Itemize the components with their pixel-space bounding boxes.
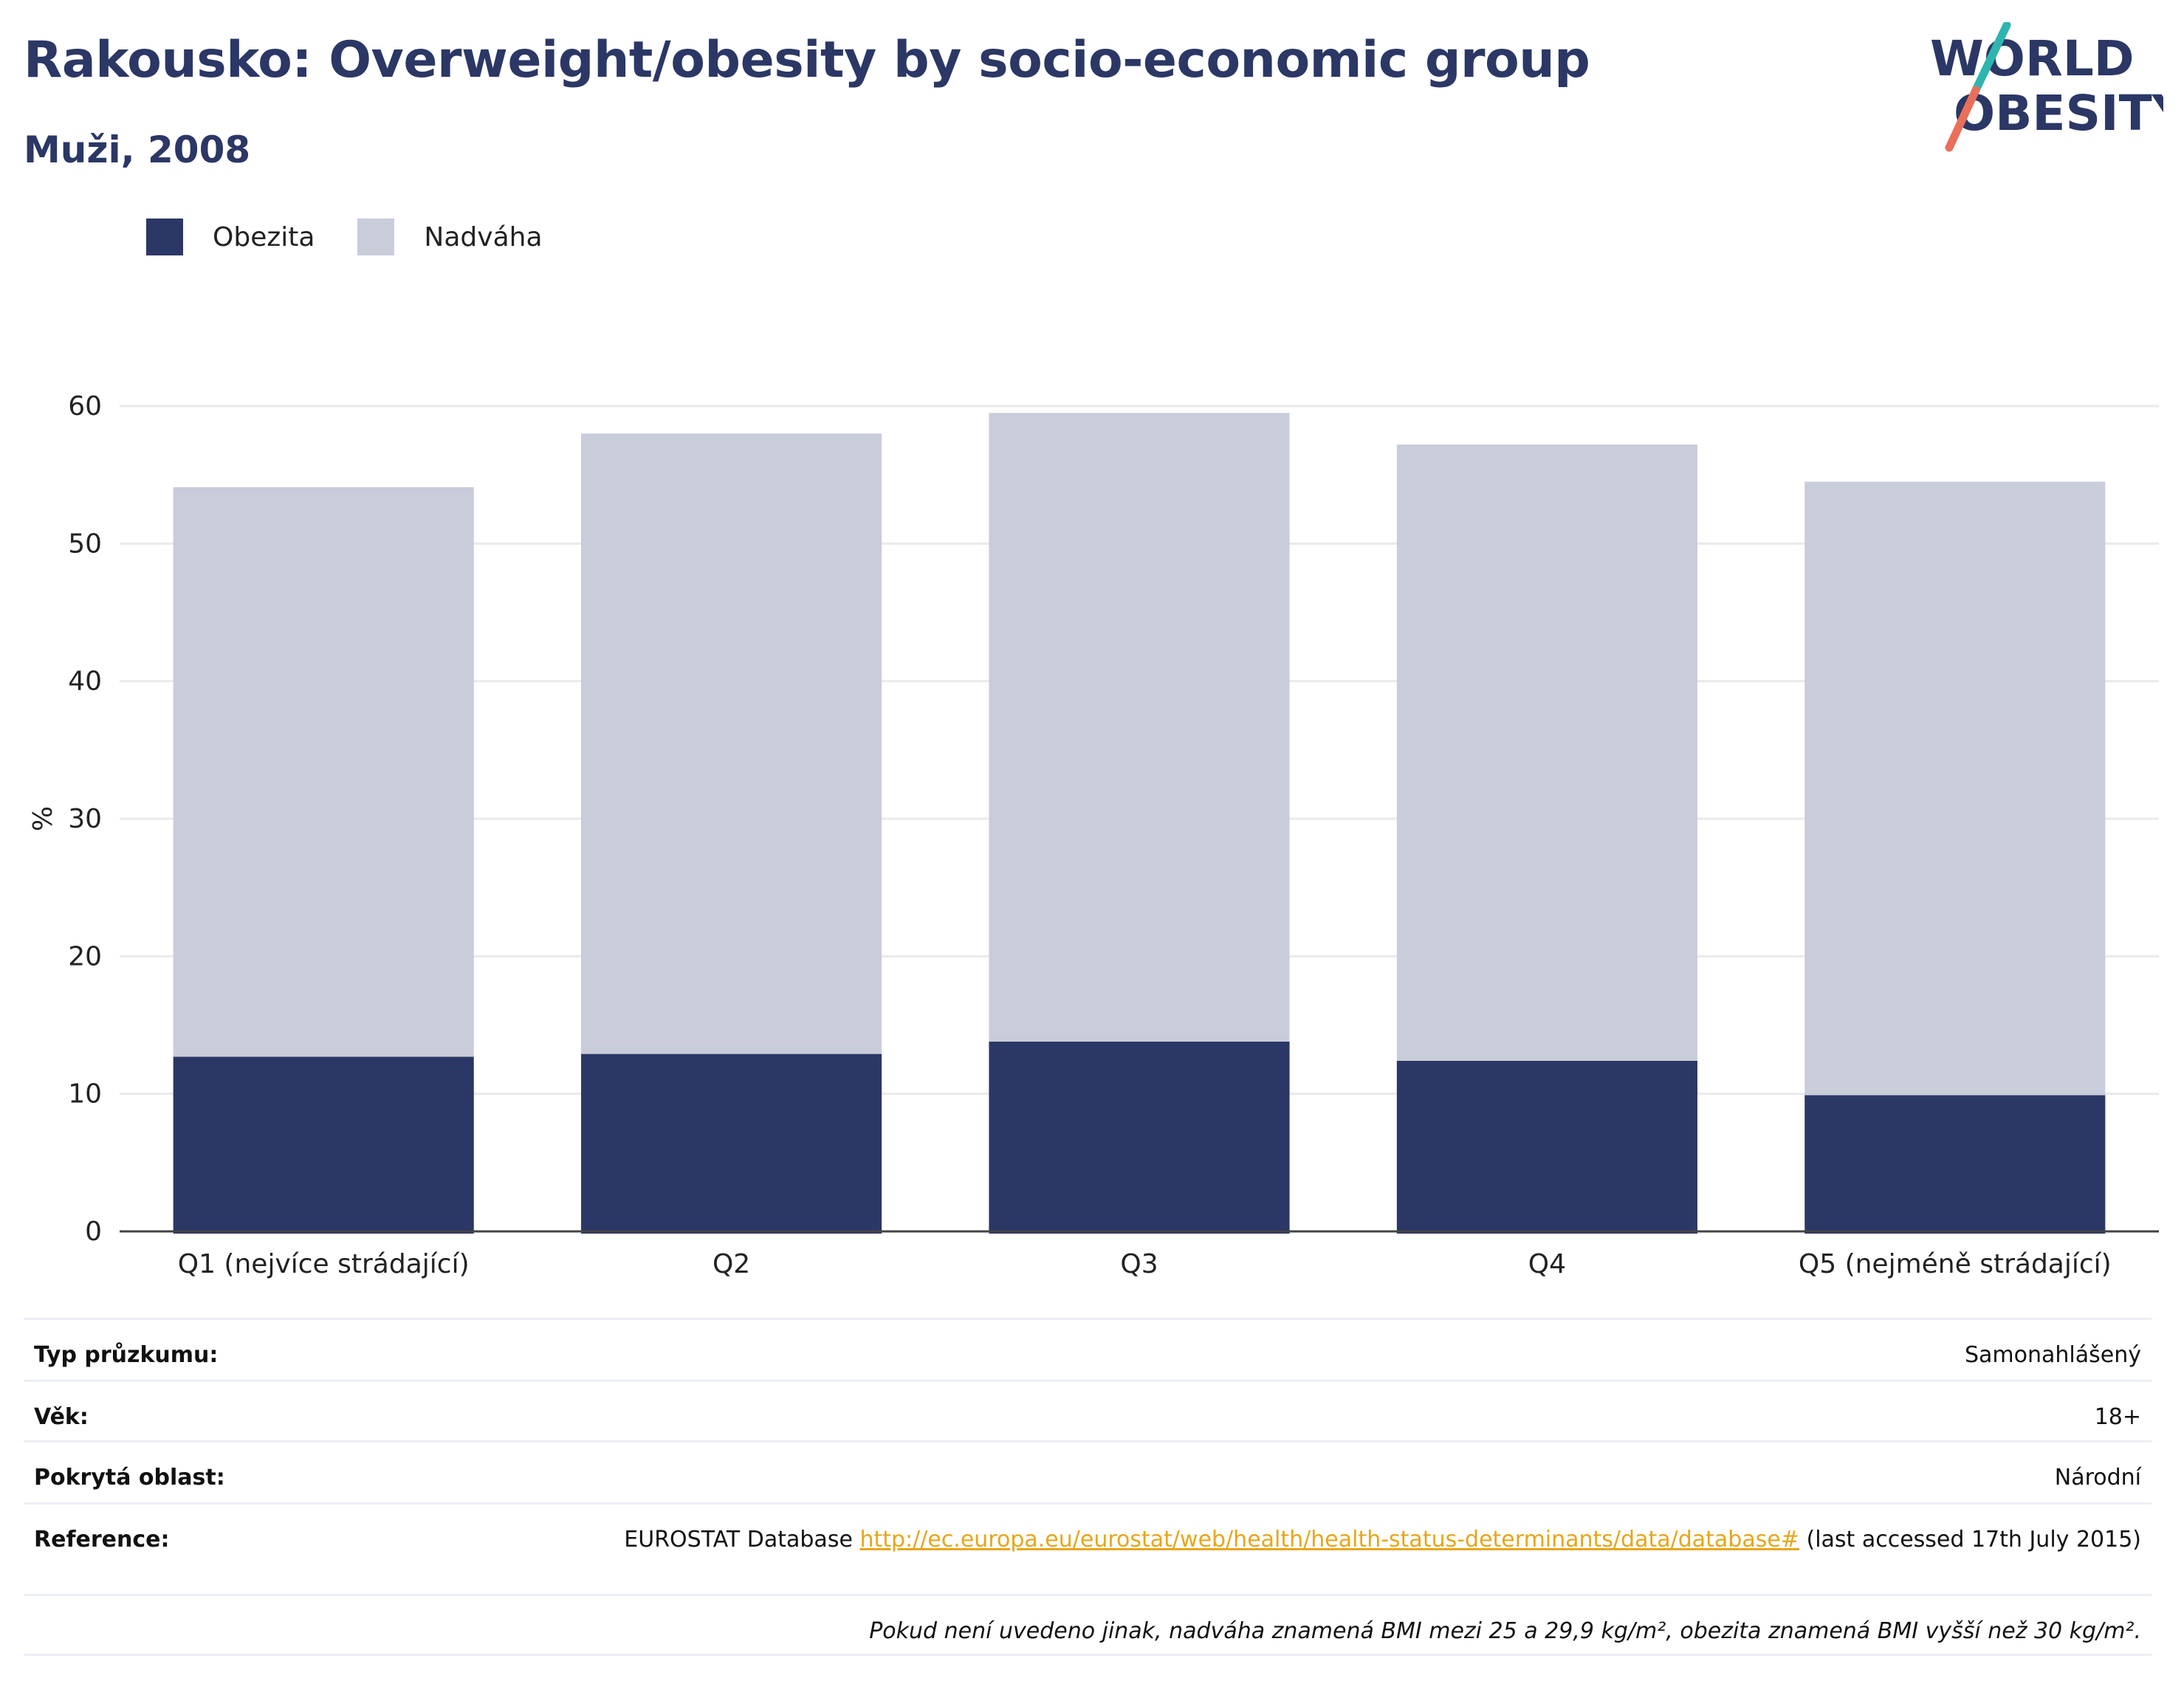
logo-text-world: WORLD — [1930, 30, 2135, 87]
bar-obezita — [1804, 1095, 2106, 1234]
info-row-note: Pokud není uvedeno jinak, nadváha znamen… — [24, 1594, 2152, 1656]
x-tick-label: Q2 — [712, 1249, 750, 1279]
info-label-age: Věk: — [34, 1404, 89, 1430]
y-axis-label: % — [28, 806, 58, 831]
info-value-age: 18+ — [2094, 1404, 2141, 1430]
legend-label-obezita: Obezita — [213, 221, 315, 252]
stacked-bar-chart: 0 10 20 30 40 50 60% Q1 (nejvíce strádající) Q2 Q… — [28, 391, 2159, 1279]
chart-subtitle: Muži, 2008 — [24, 128, 251, 171]
reference-link[interactable]: http://ec.europa.eu/eurostat/web/health/… — [859, 1527, 1799, 1553]
bmi-note: Pokud není uvedeno jinak, nadváha znamen… — [869, 1618, 2141, 1644]
reference-suffix: (last accessed 17th July 2015) — [1799, 1527, 2141, 1553]
info-value-reference: EUROSTAT Database http://ec.europa.eu/eu… — [624, 1525, 2141, 1555]
y-tick-label: 50 — [68, 529, 102, 559]
chart-legend: Obezita Nadváha — [146, 219, 586, 255]
bar-obezita — [989, 1041, 1290, 1234]
logo-text-obesity: OBESITY — [1954, 85, 2163, 142]
y-tick-label: 30 — [68, 804, 102, 834]
info-row-reference: Reference: EUROSTAT Database http://ec.e… — [24, 1502, 2152, 1594]
logo-slash-teal — [1971, 22, 2011, 94]
legend-label-nadvaha: Nadváha — [424, 221, 543, 252]
info-label-survey-type: Typ průzkumu: — [34, 1342, 219, 1368]
bar-nadvaha — [989, 413, 1290, 1042]
legend-item-nadvaha[interactable]: Nadváha — [357, 219, 543, 255]
x-tick-label: Q4 — [1528, 1249, 1566, 1279]
y-tick-label: 40 — [68, 667, 102, 697]
info-row-age: Věk: 18+ — [24, 1380, 2152, 1440]
bar-obezita — [1396, 1060, 1697, 1234]
x-tick-label: Q1 (nejvíce strádající) — [178, 1249, 470, 1279]
reference-prefix: EUROSTAT Database — [624, 1527, 860, 1553]
bar-obezita — [173, 1056, 474, 1234]
chart-title: Rakousko: Overweight/obesity by socio-ec… — [24, 31, 1590, 89]
x-tick-label: Q3 — [1120, 1249, 1158, 1279]
y-tick-label: 0 — [85, 1217, 102, 1247]
world-obesity-logo: WORLD OBESITY — [1930, 22, 2163, 152]
bar-nadvaha — [173, 487, 474, 1057]
bar-nadvaha — [1396, 444, 1697, 1061]
y-tick-label: 20 — [68, 941, 102, 972]
info-label-reference: Reference: — [34, 1527, 170, 1553]
info-value-coverage: Národní — [2054, 1465, 2141, 1491]
legend-item-obezita[interactable]: Obezita — [146, 219, 315, 255]
x-tick-label: Q5 (nejméně strádající) — [1799, 1249, 2112, 1279]
legend-swatch-nadvaha — [357, 219, 395, 255]
info-label-coverage: Pokrytá oblast: — [34, 1465, 225, 1491]
survey-info-table: Typ průzkumu: Samonahlášený Věk: 18+ Pok… — [24, 1318, 2152, 1656]
bar-nadvaha — [1804, 481, 2106, 1096]
logo-slash-coral — [1945, 86, 1980, 152]
y-tick-label: 60 — [68, 391, 102, 422]
legend-swatch-obezita — [146, 219, 183, 255]
info-row-survey-type: Typ průzkumu: Samonahlášený — [24, 1318, 2152, 1380]
info-value-survey-type: Samonahlášený — [1965, 1342, 2141, 1368]
bar-obezita — [581, 1053, 882, 1234]
y-tick-label: 10 — [68, 1079, 102, 1110]
info-row-coverage: Pokrytá oblast: Národní — [24, 1440, 2152, 1502]
bar-nadvaha — [581, 433, 882, 1054]
